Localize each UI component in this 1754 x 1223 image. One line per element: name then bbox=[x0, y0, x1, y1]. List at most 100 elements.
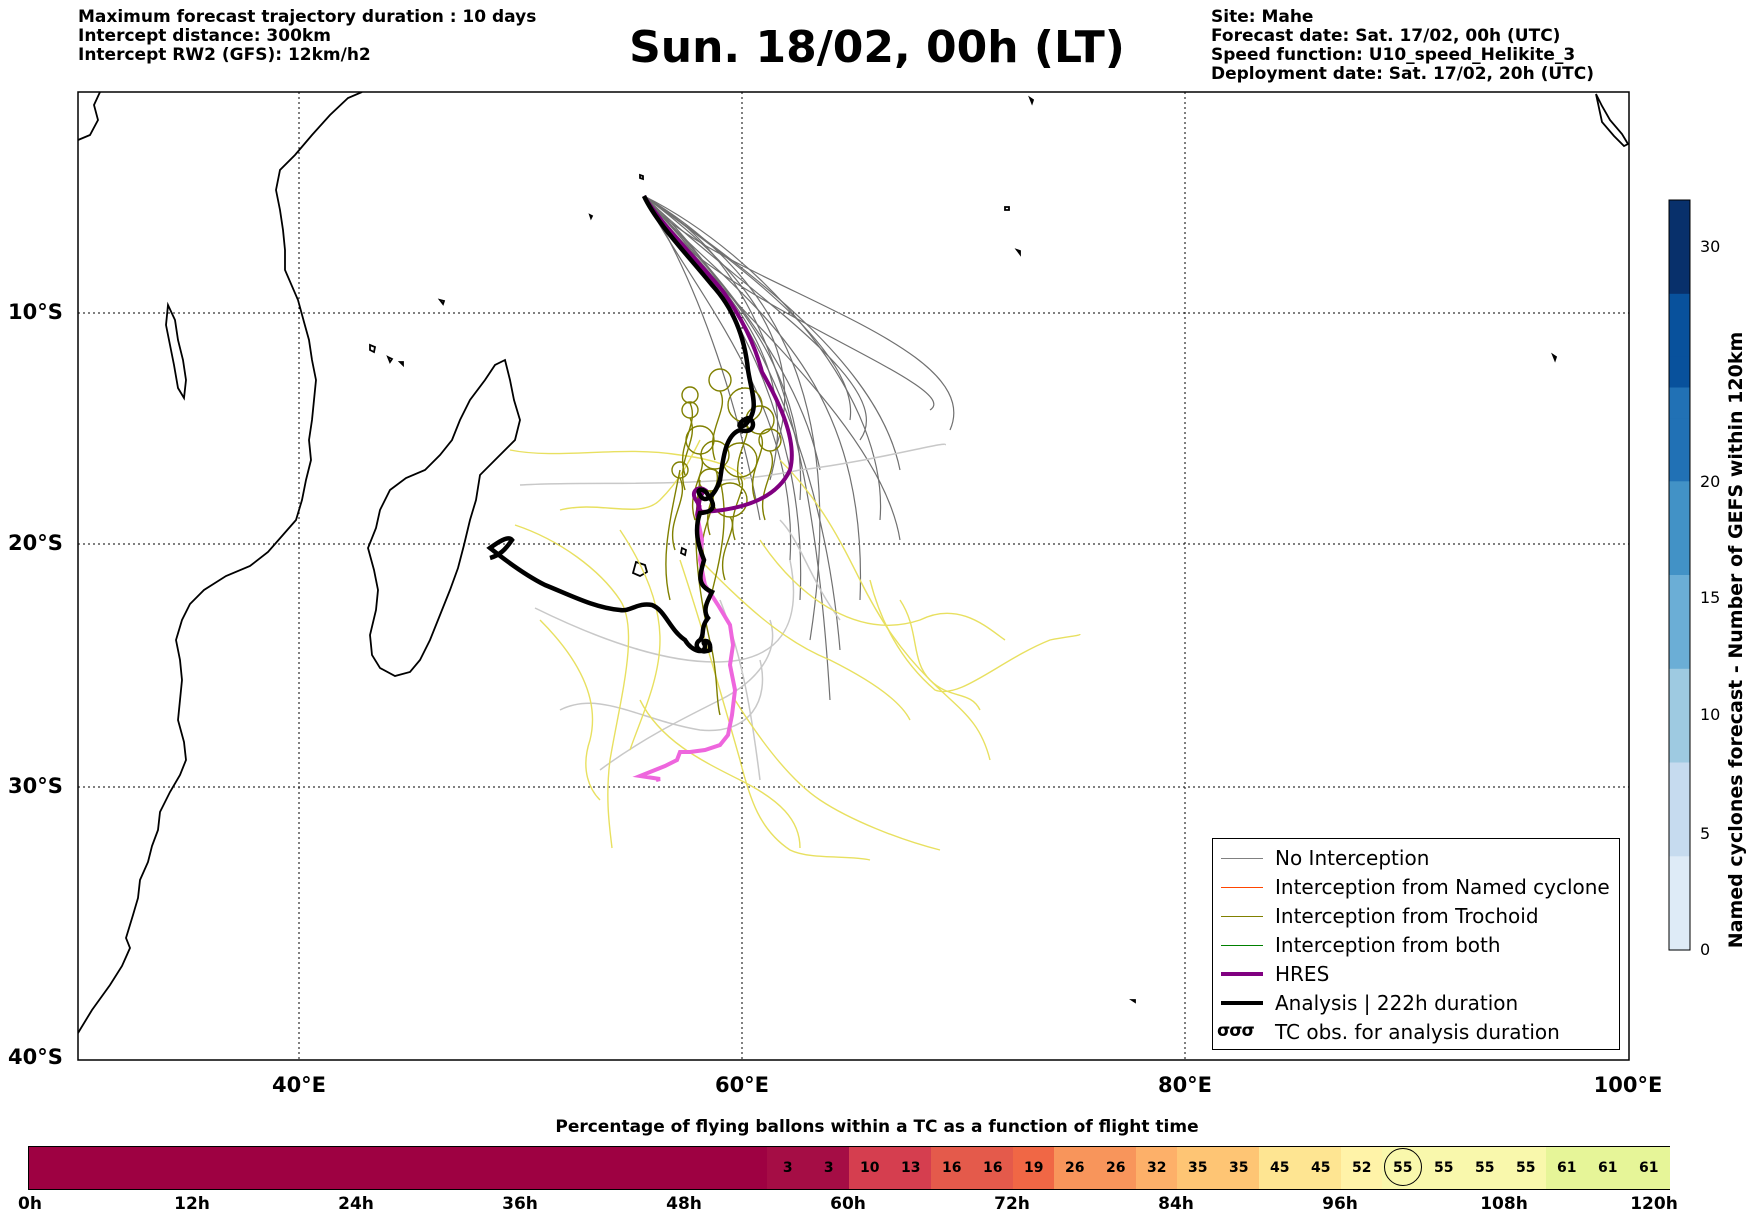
legend-item-hres: HRES bbox=[1213, 961, 1619, 990]
trajectory-line bbox=[719, 599, 761, 781]
colorbar-segment bbox=[1669, 918, 1690, 951]
legend-item-named-cyclone: Interception from Named cyclone bbox=[1213, 874, 1619, 903]
lon-label-60e: 60°E bbox=[714, 1073, 770, 1097]
trajectory-line bbox=[699, 559, 911, 721]
bar-tick-label: 36h bbox=[502, 1194, 538, 1214]
bar-cell-empty bbox=[29, 1147, 767, 1189]
trajectory-line bbox=[681, 401, 699, 491]
legend-swatch bbox=[1221, 858, 1263, 859]
trajectory-line bbox=[643, 195, 802, 601]
bar-cell: 45 bbox=[1300, 1147, 1342, 1189]
legend-swatch bbox=[1221, 887, 1263, 888]
bar-tick-label: 48h bbox=[666, 1194, 702, 1214]
small-islands bbox=[437, 93, 1629, 1004]
colorbar-segment bbox=[1669, 450, 1690, 482]
trajectory-line bbox=[599, 619, 774, 771]
trajectory-line bbox=[709, 479, 725, 601]
bar-title: Percentage of flying ballons within a TC… bbox=[555, 1117, 1199, 1137]
bar-cell: 61 bbox=[1587, 1147, 1629, 1189]
colorbar bbox=[1668, 199, 1691, 951]
site-text: Site: Mahe bbox=[1211, 7, 1314, 27]
bar-cell: 55 bbox=[1505, 1147, 1547, 1189]
bar-cell: 55 bbox=[1464, 1147, 1506, 1189]
trajectory-line bbox=[539, 619, 601, 801]
colorbar-segment bbox=[1669, 200, 1690, 232]
bar-cell: 61 bbox=[1628, 1147, 1670, 1189]
mauritius-island bbox=[679, 546, 688, 557]
bar-tick-label: 60h bbox=[830, 1194, 866, 1214]
trajectory-line bbox=[708, 368, 732, 461]
lon-label-80e: 80°E bbox=[1157, 1073, 1213, 1097]
legend-label: Interception from Trochoid bbox=[1275, 904, 1539, 928]
bar-cell: 13 bbox=[890, 1147, 932, 1189]
bar-cell: 16 bbox=[972, 1147, 1014, 1189]
trajectory-line bbox=[514, 524, 630, 849]
trajectory-line bbox=[643, 195, 786, 451]
colorbar-tick-15: 15 bbox=[1700, 588, 1721, 607]
bar-tick-label: 108h bbox=[1480, 1194, 1528, 1214]
bar-cell: 3 bbox=[767, 1147, 809, 1189]
bar-cell: 52 bbox=[1341, 1147, 1383, 1189]
lake-malawi bbox=[165, 301, 187, 401]
colorbar-tick-10: 10 bbox=[1700, 705, 1721, 724]
colorbar-segment bbox=[1669, 887, 1690, 920]
analysis-trajectory bbox=[486, 195, 756, 654]
legend-label: Interception from Named cyclone bbox=[1275, 875, 1610, 899]
legend-item-analysis: Analysis | 222h duration bbox=[1213, 990, 1619, 1019]
lon-label-40e: 40°E bbox=[271, 1073, 327, 1097]
africa-coast-upper bbox=[78, 92, 101, 141]
header-right: Site: Mahe Forecast date: Sat. 17/02, 00… bbox=[1211, 8, 1594, 84]
colorbar-segment bbox=[1669, 668, 1690, 701]
no-interception-trajectories bbox=[643, 195, 955, 701]
legend-item-trochoid: Interception from Trochoid bbox=[1213, 903, 1619, 932]
legend-label: HRES bbox=[1275, 962, 1330, 986]
legend-label: Analysis | 222h duration bbox=[1275, 991, 1519, 1015]
trajectory-line bbox=[639, 699, 801, 849]
legend-item-both: Interception from both bbox=[1213, 932, 1619, 961]
bar-tick-label: 24h bbox=[338, 1194, 374, 1214]
bar-tick-label: 12h bbox=[174, 1194, 210, 1214]
lat-label-30s: 30°S bbox=[8, 774, 63, 798]
colorbar-segment bbox=[1669, 512, 1690, 545]
trajectory-line bbox=[619, 529, 661, 751]
bar-cell: 26 bbox=[1054, 1147, 1096, 1189]
trajectory-line bbox=[643, 195, 792, 561]
hres-trajectory bbox=[642, 194, 794, 519]
colorbar-segment bbox=[1669, 262, 1690, 295]
bar-cell: 3 bbox=[808, 1147, 850, 1189]
colorbar-segment bbox=[1669, 356, 1690, 389]
coastlines bbox=[78, 92, 1629, 1034]
trajectory-line bbox=[509, 449, 746, 481]
yellow-trajectories bbox=[509, 439, 1081, 861]
speed-function-text: Speed function: U10_speed_Helikite_3 bbox=[1211, 45, 1576, 65]
trajectory-line bbox=[643, 195, 882, 521]
map-content bbox=[78, 92, 1629, 1060]
trajectory-line bbox=[665, 469, 681, 601]
legend-swatch bbox=[1221, 916, 1263, 917]
bar-cell: 45 bbox=[1259, 1147, 1301, 1189]
trajectory-line bbox=[559, 439, 701, 511]
colorbar-label: Named cyclones forecast - Number of GEFS… bbox=[1725, 331, 1747, 949]
colorbar-segment bbox=[1669, 731, 1690, 764]
trajectory-line bbox=[869, 579, 1081, 693]
legend-label: Interception from both bbox=[1275, 933, 1501, 957]
tc-obs-symbol: σσσ bbox=[1217, 1021, 1255, 1041]
bar-cell: 35 bbox=[1177, 1147, 1219, 1189]
bar-current-marker bbox=[1383, 1148, 1422, 1186]
lat-label-10s: 10°S bbox=[8, 300, 63, 324]
bar-tick-label: 84h bbox=[1158, 1194, 1194, 1214]
bar-cell: 55 bbox=[1423, 1147, 1465, 1189]
trajectory-line bbox=[671, 461, 689, 551]
colorbar-segment bbox=[1669, 231, 1690, 264]
legend-swatch bbox=[1221, 972, 1263, 976]
colorbar-segment bbox=[1669, 700, 1690, 732]
map-frame bbox=[77, 91, 1630, 1061]
bar-tick-label: 120h bbox=[1630, 1194, 1678, 1214]
legend-label: TC obs. for analysis duration bbox=[1275, 1020, 1560, 1044]
colorbar-segment bbox=[1669, 637, 1690, 670]
legend-swatch bbox=[1221, 1001, 1263, 1005]
colorbar-tick-20: 20 bbox=[1700, 472, 1721, 491]
trajectory-line bbox=[779, 459, 991, 761]
trajectory-line bbox=[643, 195, 841, 651]
